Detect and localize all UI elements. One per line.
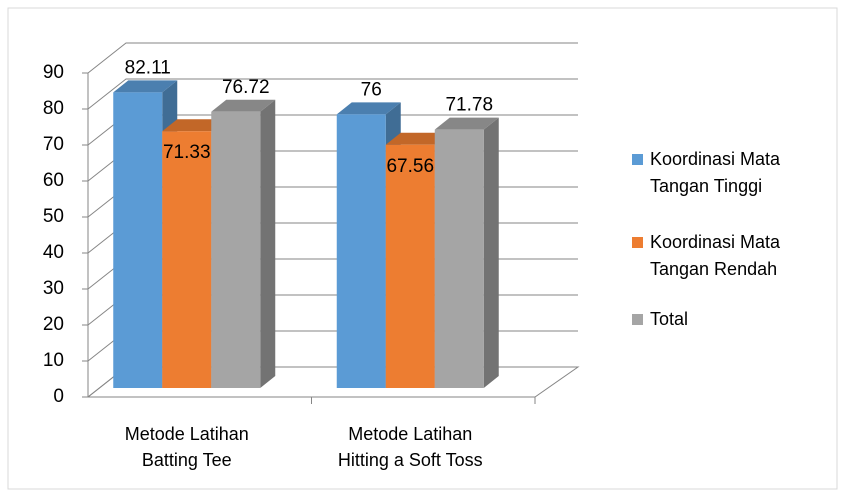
bar-face xyxy=(162,119,227,132)
bar-face xyxy=(336,114,386,389)
y-tick-label: 20 xyxy=(43,314,64,335)
y-tick-label: 60 xyxy=(43,170,64,191)
bar xyxy=(211,99,276,389)
y-tick-label: 40 xyxy=(43,242,64,263)
value-label: 76 xyxy=(361,79,382,100)
value-label: 67.56 xyxy=(386,156,434,177)
legend-swatch xyxy=(632,154,643,165)
y-tick-label: 70 xyxy=(43,134,64,155)
chart-border xyxy=(7,7,838,490)
x-tick-label: Metode Latihan Hitting a Soft Toss xyxy=(337,424,483,470)
bar-face xyxy=(385,144,435,388)
bar-face xyxy=(162,131,212,388)
grid-line xyxy=(87,42,578,74)
y-tick-label: 90 xyxy=(43,62,64,83)
y-tick-label: 50 xyxy=(43,206,64,227)
bar-face xyxy=(336,102,401,115)
y-tick-label: 80 xyxy=(43,98,64,119)
y-tick-label: 10 xyxy=(43,350,64,371)
value-label: 71.33 xyxy=(163,142,211,163)
legend-label: Koordinasi Mata Tangan Rendah xyxy=(650,232,781,279)
bar xyxy=(434,117,499,389)
legend-label: Total xyxy=(650,309,689,329)
legend-swatch xyxy=(632,237,643,248)
bar-face xyxy=(434,129,484,389)
value-label: 71.78 xyxy=(445,95,493,116)
bar-face xyxy=(211,99,276,112)
legend-swatch xyxy=(632,314,643,325)
bar-face xyxy=(483,117,499,388)
y-tick-label: 30 xyxy=(43,278,64,299)
value-label: 76.72 xyxy=(222,77,270,98)
bar-face xyxy=(434,117,499,130)
x-tick-label: Metode Latihan Batting Tee xyxy=(124,424,249,470)
legend-label: Koordinasi Mata Tangan Tinggi xyxy=(650,149,781,196)
y-tick-label: 0 xyxy=(53,386,64,407)
bar-face xyxy=(113,92,163,389)
bar-face xyxy=(211,111,261,389)
bar-face xyxy=(385,132,450,145)
value-label: 82.11 xyxy=(125,57,171,78)
bar-face xyxy=(260,99,276,389)
bar-face xyxy=(113,80,178,93)
grid-line xyxy=(87,78,578,110)
